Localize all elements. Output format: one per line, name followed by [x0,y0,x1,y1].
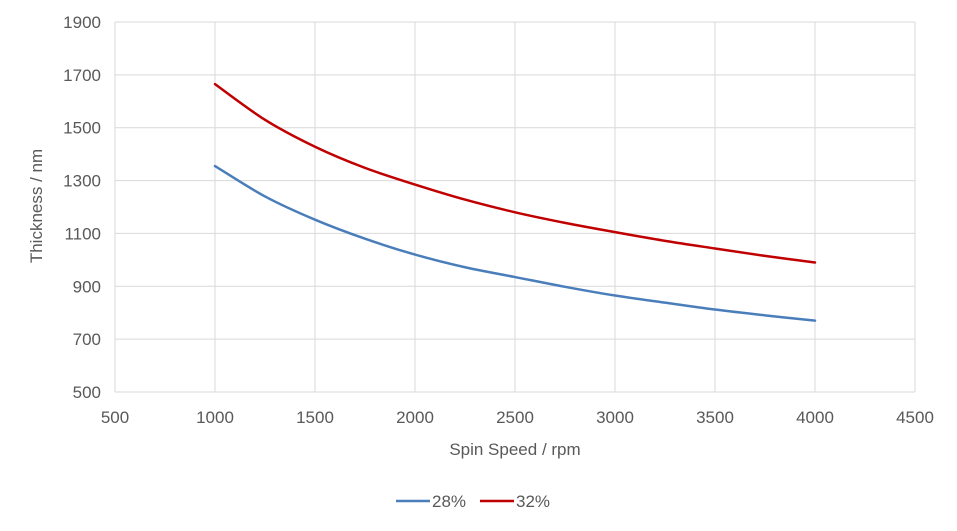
y-tick-label: 700 [73,330,101,349]
x-tick-label: 500 [101,408,129,427]
series [213,82,817,322]
legend-label: 32% [516,492,550,511]
legend: 28% 32% [396,492,550,511]
legend-item-1: 28% [396,492,466,511]
y-tick-label: 1500 [63,119,101,138]
x-tick-label: 2500 [496,408,534,427]
y-axis-title: Thickness / nm [27,149,46,263]
x-tick-label: 4500 [896,408,934,427]
x-tick-label: 3500 [696,408,734,427]
grid [114,21,916,393]
legend-label: 28% [432,492,466,511]
series-line-1 [213,164,817,322]
x-tick-label: 4000 [796,408,834,427]
x-axis-title: Spin Speed / rpm [449,440,580,459]
x-axis-ticks: 500 1000 1500 2000 2500 3000 3500 4000 4500 [101,408,934,427]
legend-item-2: 32% [480,492,550,511]
y-tick-label: 500 [73,383,101,402]
y-tick-label: 1300 [63,172,101,191]
x-tick-label: 1500 [296,408,334,427]
y-tick-label: 1100 [64,224,101,243]
x-tick-label: 3000 [596,408,634,427]
y-axis-ticks: 500 700 900 1100 1300 1500 1700 1900 [63,13,101,402]
series-line-2 [213,82,817,264]
y-tick-label: 900 [73,277,101,296]
x-tick-label: 1000 [196,408,234,427]
y-tick-label: 1700 [63,66,101,85]
x-tick-label: 2000 [396,408,434,427]
y-tick-label: 1900 [63,13,101,32]
